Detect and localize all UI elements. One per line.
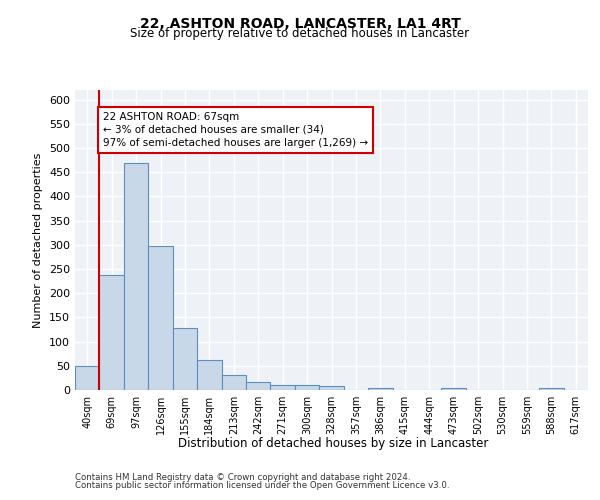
Text: Contains HM Land Registry data © Crown copyright and database right 2024.: Contains HM Land Registry data © Crown c… [75,472,410,482]
Bar [246,382,271,390]
Bar [100,276,124,390]
Bar [368,388,392,390]
Bar [75,366,100,390]
Text: Size of property relative to detached houses in Lancaster: Size of property relative to detached ho… [130,28,470,40]
Text: Distribution of detached houses by size in Lancaster: Distribution of detached houses by size … [178,438,488,450]
Bar [319,386,344,390]
Text: 22 ASHTON ROAD: 67sqm
← 3% of detached houses are smaller (34)
97% of semi-detac: 22 ASHTON ROAD: 67sqm ← 3% of detached h… [103,112,368,148]
Bar [442,388,466,390]
Bar [271,385,295,390]
Bar [124,162,148,390]
Text: 22, ASHTON ROAD, LANCASTER, LA1 4RT: 22, ASHTON ROAD, LANCASTER, LA1 4RT [140,18,460,32]
Text: Contains public sector information licensed under the Open Government Licence v3: Contains public sector information licen… [75,481,449,490]
Bar [221,376,246,390]
Bar [148,246,173,390]
Y-axis label: Number of detached properties: Number of detached properties [34,152,43,328]
Bar [295,384,319,390]
Bar [173,328,197,390]
Bar [197,360,221,390]
Bar [539,388,563,390]
